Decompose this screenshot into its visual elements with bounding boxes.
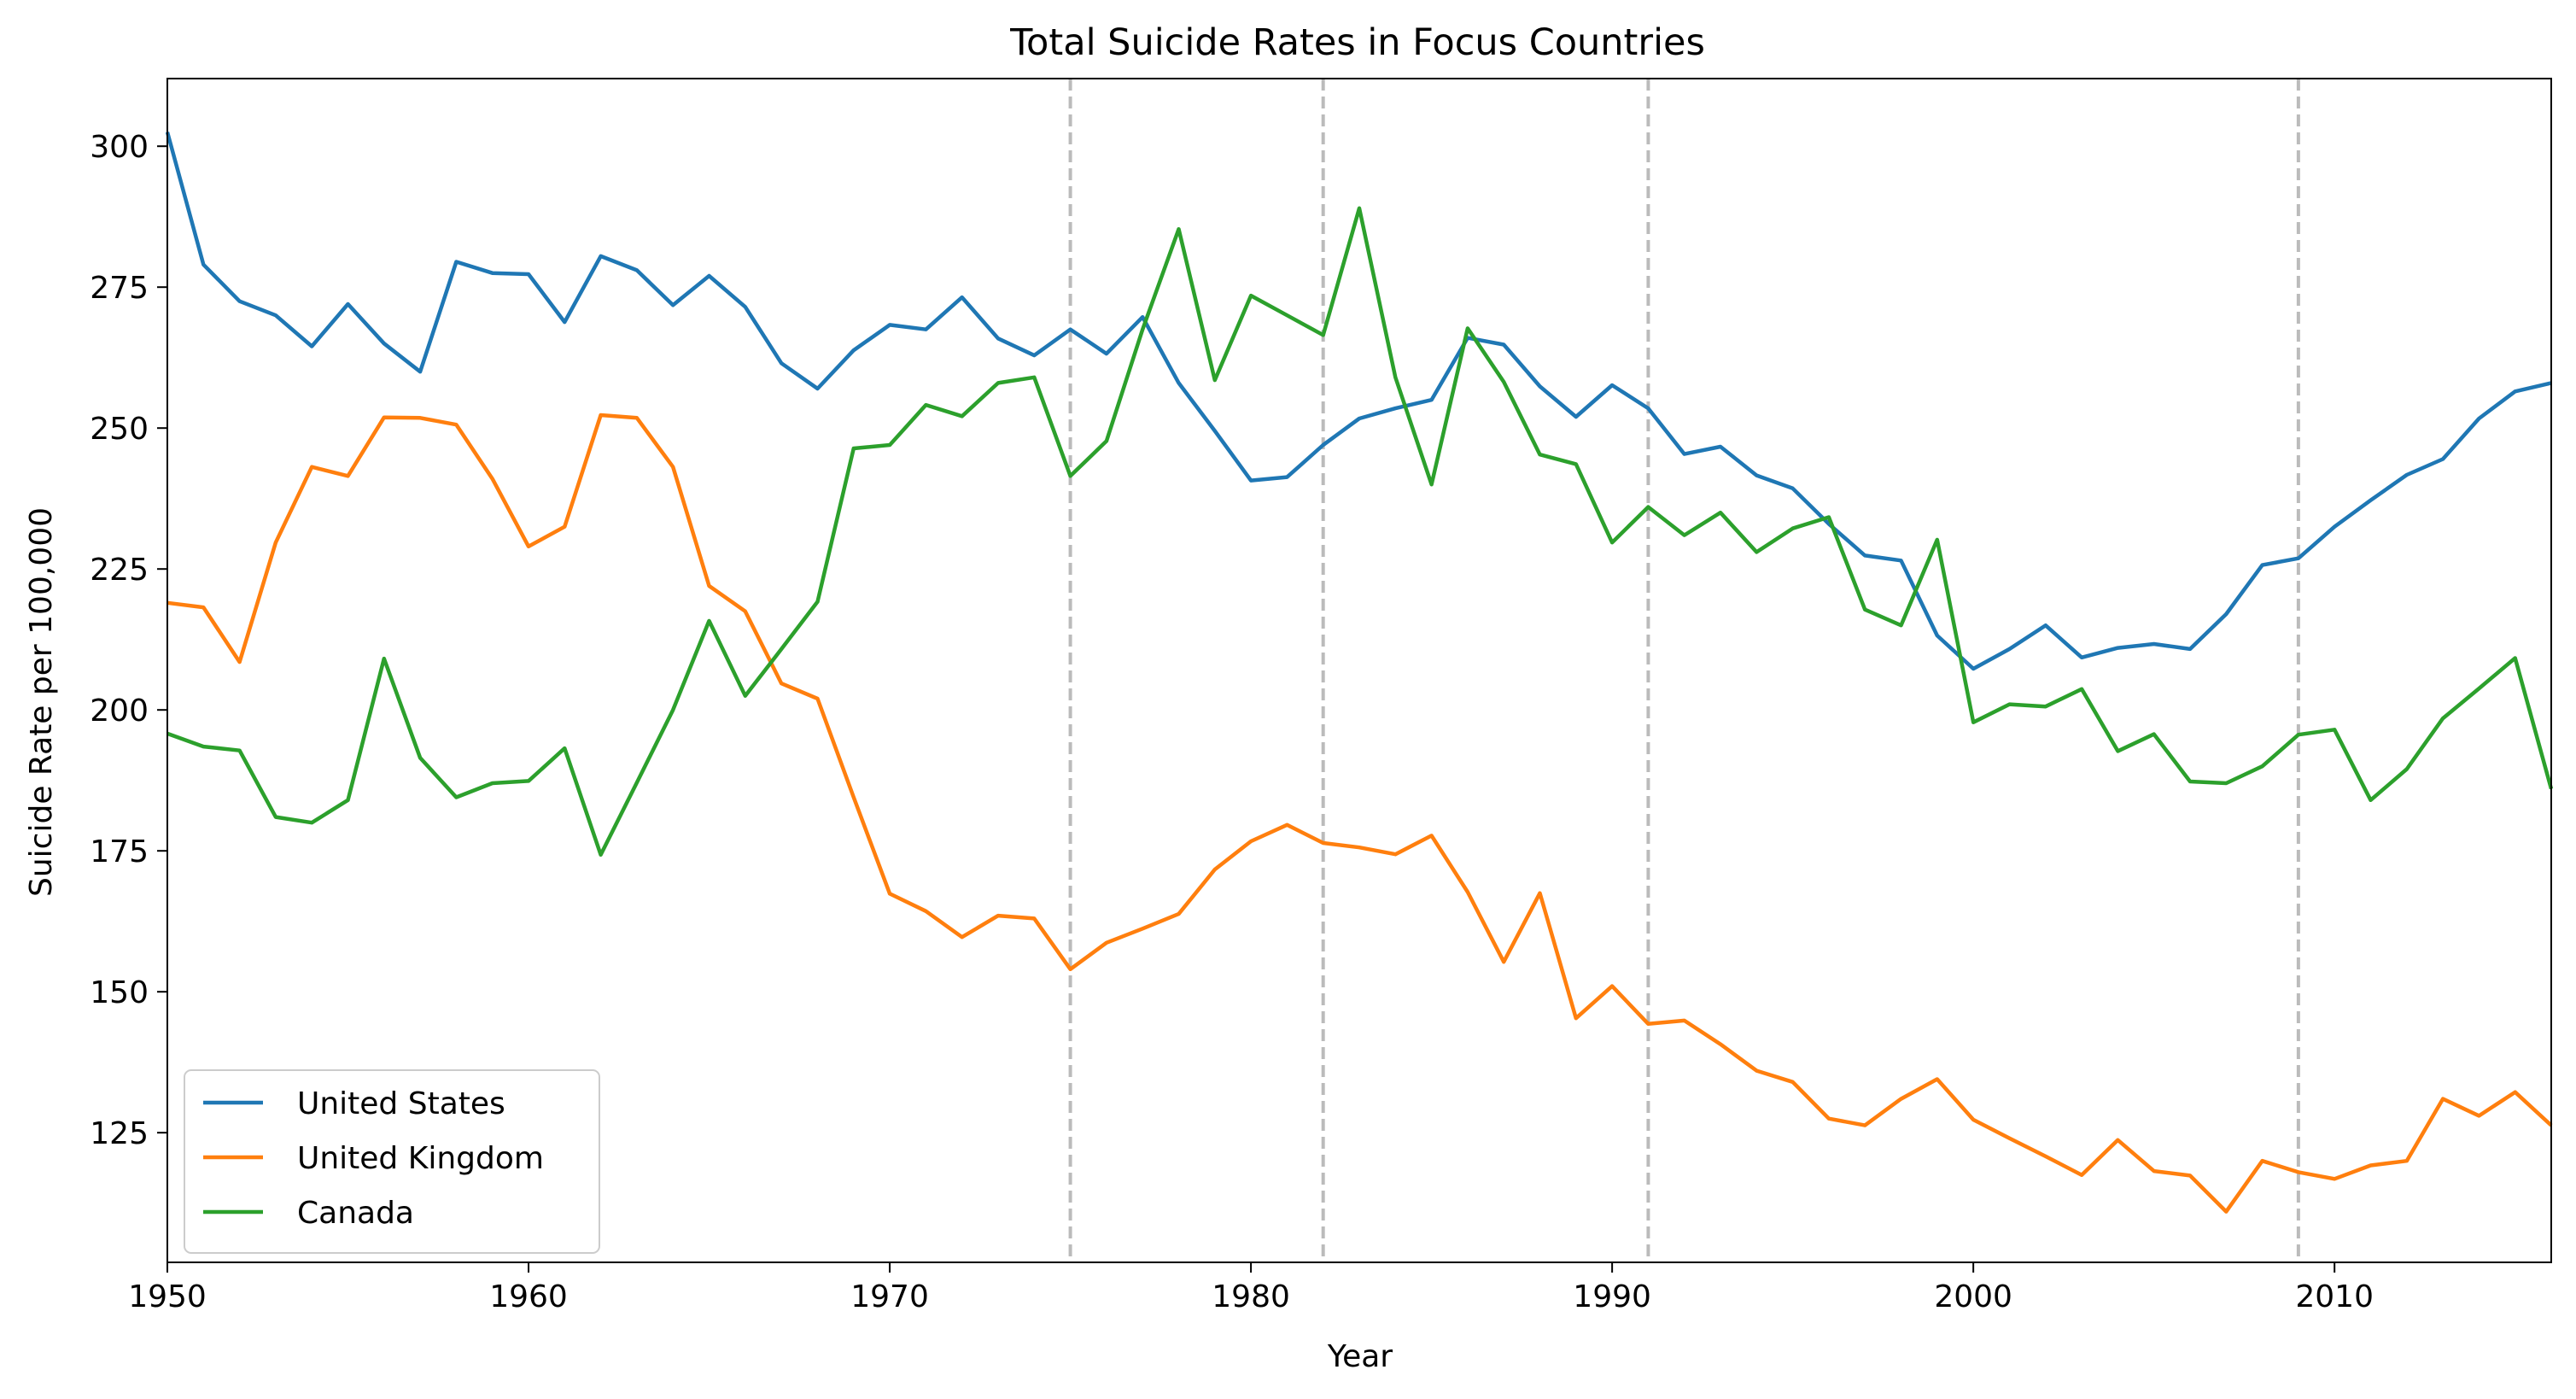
y-tick-label: 225 [90,553,149,588]
series-lines [165,132,2554,1214]
x-tick-label: 1990 [1573,1279,1651,1314]
plot-frame [166,78,2552,1263]
legend: United States United Kingdom Canada [184,1069,600,1254]
y-tick-label: 200 [90,694,149,729]
legend-label: Canada [297,1196,414,1231]
legend-box [184,1069,600,1254]
x-tick-label: 2000 [1934,1279,2012,1314]
y-tick-label: 300 [90,130,149,165]
legend-label: United States [297,1086,505,1121]
series-line-united-states [165,132,2552,671]
y-tick-label: 275 [90,271,149,306]
y-tick-label: 175 [90,834,149,869]
x-tick-label: 2010 [2295,1279,2374,1314]
x-tick-label: 1980 [1212,1279,1290,1314]
x-tick-label: 1960 [489,1279,568,1314]
legend-label: United Kingdom [297,1141,544,1176]
y-tick-label: 250 [90,412,149,447]
y-axis-title: Suicide Rate per 100,000 [24,507,59,897]
series-line-canada [166,206,2554,858]
x-tick-label: 1970 [850,1279,929,1314]
x-axis-title: Year [1327,1339,1393,1374]
chart-title: Total Suicide Rates in Focus Countries [1009,21,1705,64]
y-tick-label: 125 [90,1116,149,1151]
reference-lines [1068,79,2300,1262]
y-tick-label: 150 [90,975,149,1010]
x-tick-label: 1950 [128,1279,207,1314]
x-axis-ticks: 1950 1960 1970 1980 1990 2000 2010 [128,1262,2374,1314]
series-line-united-kingdom [166,413,2553,1214]
y-axis-ticks: 125 150 175 200 225 250 275 300 [90,130,167,1151]
